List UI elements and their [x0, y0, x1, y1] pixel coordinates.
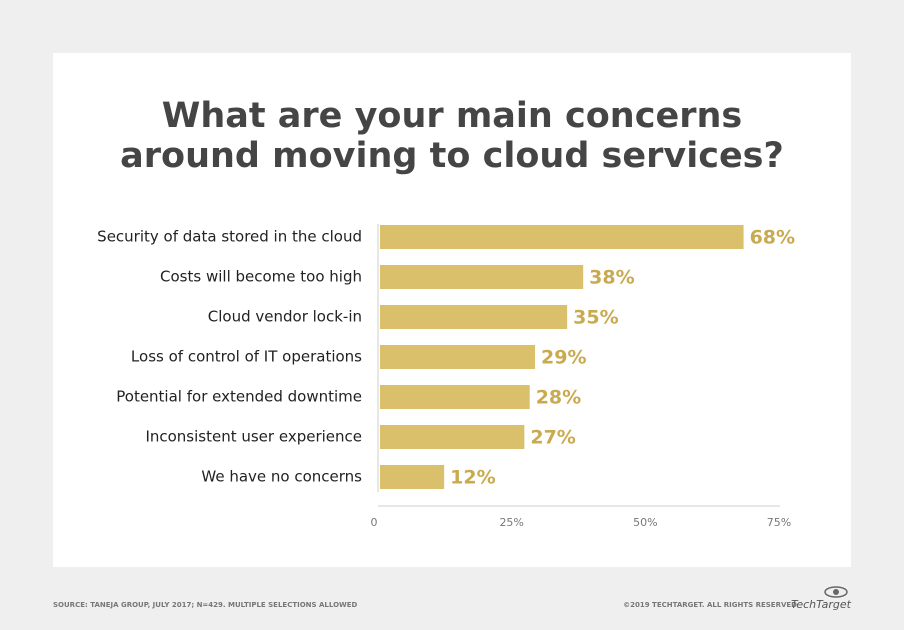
brand-logo: TechTarget [791, 586, 852, 611]
bar [380, 265, 584, 289]
chart-title: around moving to cloud services? [120, 136, 784, 176]
category-label: Security of data stored in the cloud [97, 228, 362, 246]
x-tick-label: 50% [633, 516, 657, 529]
category-label: We have no concerns [201, 468, 362, 486]
value-label: 38% [589, 267, 634, 289]
x-tick-label: 75% [767, 516, 791, 529]
bar [380, 425, 525, 449]
value-label: 28% [536, 387, 581, 409]
category-label: Inconsistent user experience [145, 428, 362, 446]
bar [380, 225, 744, 249]
value-label: 68% [750, 227, 795, 249]
bar [380, 465, 445, 489]
source: SOURCE: TANEJA GROUP, JULY 2017; N=429. … [53, 601, 358, 609]
chart-title: What are your main concerns [162, 96, 742, 136]
category-label: Loss of control of IT operations [131, 348, 362, 366]
bar [380, 305, 568, 329]
logo-icon [824, 586, 848, 598]
logo-icon [833, 589, 839, 595]
value-label: 27% [530, 427, 575, 449]
category-label: Costs will become too high [160, 268, 362, 286]
value-label: 35% [573, 307, 618, 329]
category-label: Potential for extended downtime [116, 388, 362, 406]
brand: TechTarget [791, 598, 852, 611]
value-label: 29% [541, 347, 586, 369]
x-tick-label: 0 [371, 516, 378, 529]
category-label: Cloud vendor lock-in [208, 308, 362, 326]
x-tick-label: 25% [499, 516, 523, 529]
value-label: 12% [450, 467, 495, 489]
bar [380, 345, 536, 369]
bar [380, 385, 530, 409]
copyright: ©2019 TECHTARGET. ALL RIGHTS RESERVED [623, 601, 797, 609]
